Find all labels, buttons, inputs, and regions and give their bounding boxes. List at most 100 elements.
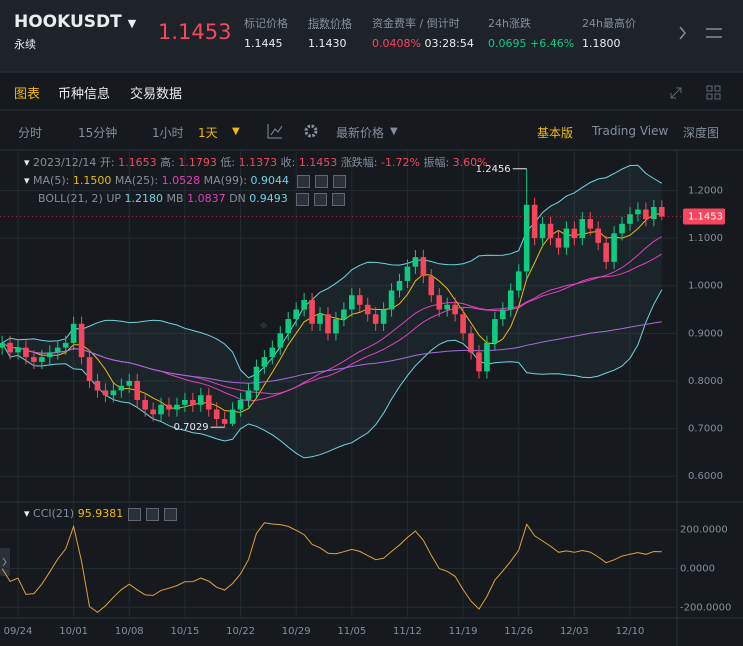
candle-body: [293, 309, 299, 320]
candle-body: [476, 352, 482, 372]
legend-label: 开:: [99, 156, 115, 169]
legend-icon[interactable]: [332, 192, 346, 206]
stat-value: 0.0408%: [372, 37, 421, 50]
cci-pane: [1, 522, 662, 613]
candle-body: [428, 276, 435, 296]
stat: 24h最高价 1.1800: [582, 14, 636, 54]
candle-body: [436, 295, 443, 310]
candle-body: [325, 314, 331, 334]
candle-body: [611, 233, 617, 262]
boll-label: BOLL(21, 2): [38, 192, 103, 205]
tab[interactable]: 币种信息: [58, 87, 111, 102]
stat-label: 指数价格: [308, 17, 352, 30]
legend-icon[interactable]: [297, 174, 311, 188]
settings-gear[interactable]: [304, 124, 318, 138]
legend-value: 1.1373: [238, 156, 278, 169]
tab[interactable]: 交易数据: [130, 87, 183, 102]
boll-value: 0.9493: [249, 192, 288, 205]
candle-body: [23, 347, 29, 358]
legend-icon[interactable]: [333, 174, 347, 188]
legend-icon[interactable]: [314, 192, 328, 206]
boll-value: 1.0837: [187, 192, 226, 205]
candle-body: [0, 342, 5, 348]
boll-band: [2, 165, 662, 458]
view-option[interactable]: 基本版: [537, 126, 574, 140]
y-tick-label: 0.6000: [688, 471, 723, 482]
candle-body: [166, 404, 172, 410]
boll-label: UP: [106, 192, 122, 205]
interval[interactable]: 分时: [18, 126, 43, 140]
candle-body: [404, 266, 411, 281]
y2-tick-label: 200.0000: [680, 525, 728, 536]
candle-body: [285, 319, 292, 334]
dropdown-arrow: ▼: [390, 126, 398, 137]
price-type[interactable]: 最新价格: [336, 126, 385, 140]
tab[interactable]: 图表: [14, 87, 41, 102]
candle-body: [523, 204, 530, 272]
candle-body: [198, 395, 204, 405]
boll-line: [1, 289, 663, 459]
candle-body: [142, 400, 148, 410]
candle-body: [651, 207, 657, 220]
fullscreen-icon[interactable]: [670, 87, 682, 99]
y2-tick-label: -200.0000: [680, 602, 731, 613]
candle-body: [70, 323, 77, 343]
ma-label: MA(5):: [33, 174, 70, 187]
legend-label: 低:: [220, 156, 236, 169]
indicator-icon[interactable]: [267, 124, 283, 139]
stat: 标记价格 1.1445: [244, 14, 288, 54]
candle-body: [587, 219, 594, 229]
interval[interactable]: 1天: [198, 126, 218, 140]
x-tick-label: 09/24: [4, 626, 33, 637]
candle-body: [627, 214, 633, 224]
candle-body: [190, 400, 196, 405]
stat: 资金费率 / 倒计时 0.0408% 03:28:54: [372, 14, 474, 54]
y-tick-label: 1.2000: [688, 185, 723, 196]
view-option[interactable]: 深度图: [683, 126, 720, 140]
candle-body: [237, 400, 244, 410]
candle-body: [277, 333, 284, 348]
view-option[interactable]: Trading View: [592, 124, 669, 138]
candle-body: [571, 228, 578, 239]
candle-body: [539, 223, 546, 239]
interval[interactable]: 15分钟: [78, 126, 118, 140]
ma-value: 0.9044: [250, 174, 289, 187]
candle-body: [444, 304, 450, 310]
candle-body: [15, 347, 21, 353]
contract-type: 永续: [14, 38, 36, 51]
candle-body: [229, 409, 236, 424]
symbol-text: HOOKUSDT: [14, 12, 122, 32]
x-tick-label: 11/05: [337, 626, 366, 637]
side-toggle[interactable]: [0, 548, 10, 576]
cci-line: [1, 522, 662, 613]
candle-body: [31, 357, 37, 362]
stat: 24h涨跌 0.0695 +6.46%: [488, 14, 574, 54]
candle-body: [269, 347, 276, 358]
candle-body: [619, 223, 625, 234]
legend-icon[interactable]: [296, 192, 310, 206]
dropdown-arrow: ▼: [232, 126, 240, 137]
interval[interactable]: 1小时: [152, 126, 184, 140]
more-arrow[interactable]: [679, 26, 686, 40]
last-price-tag-label: 1.1453: [688, 212, 723, 223]
candle-body: [595, 228, 602, 243]
candle-body: [563, 228, 570, 248]
boll-line: [1, 164, 663, 379]
settings-icon[interactable]: [706, 28, 722, 38]
y2-tick-label: 0.0000: [680, 564, 715, 575]
x-tick-label: 11/12: [393, 626, 422, 637]
candle-body: [635, 209, 641, 215]
legend-icon[interactable]: [315, 174, 329, 188]
candle-body: [86, 357, 93, 381]
boll-value: 1.2180: [124, 192, 164, 205]
ma-line: [1, 321, 662, 384]
last-price: 1.1453: [158, 20, 232, 44]
stat-label: 24h涨跌: [488, 17, 531, 30]
stat-value: 1.1445: [244, 37, 283, 50]
cci-legend: ▾ CCI(21) 95.9381: [24, 505, 178, 523]
main-pane: [0, 164, 665, 459]
symbol[interactable]: HOOKUSDT ▼: [14, 12, 137, 32]
candle-body: [372, 314, 379, 324]
candle-body: [62, 342, 69, 348]
x-tick-label: 10/08: [115, 626, 144, 637]
